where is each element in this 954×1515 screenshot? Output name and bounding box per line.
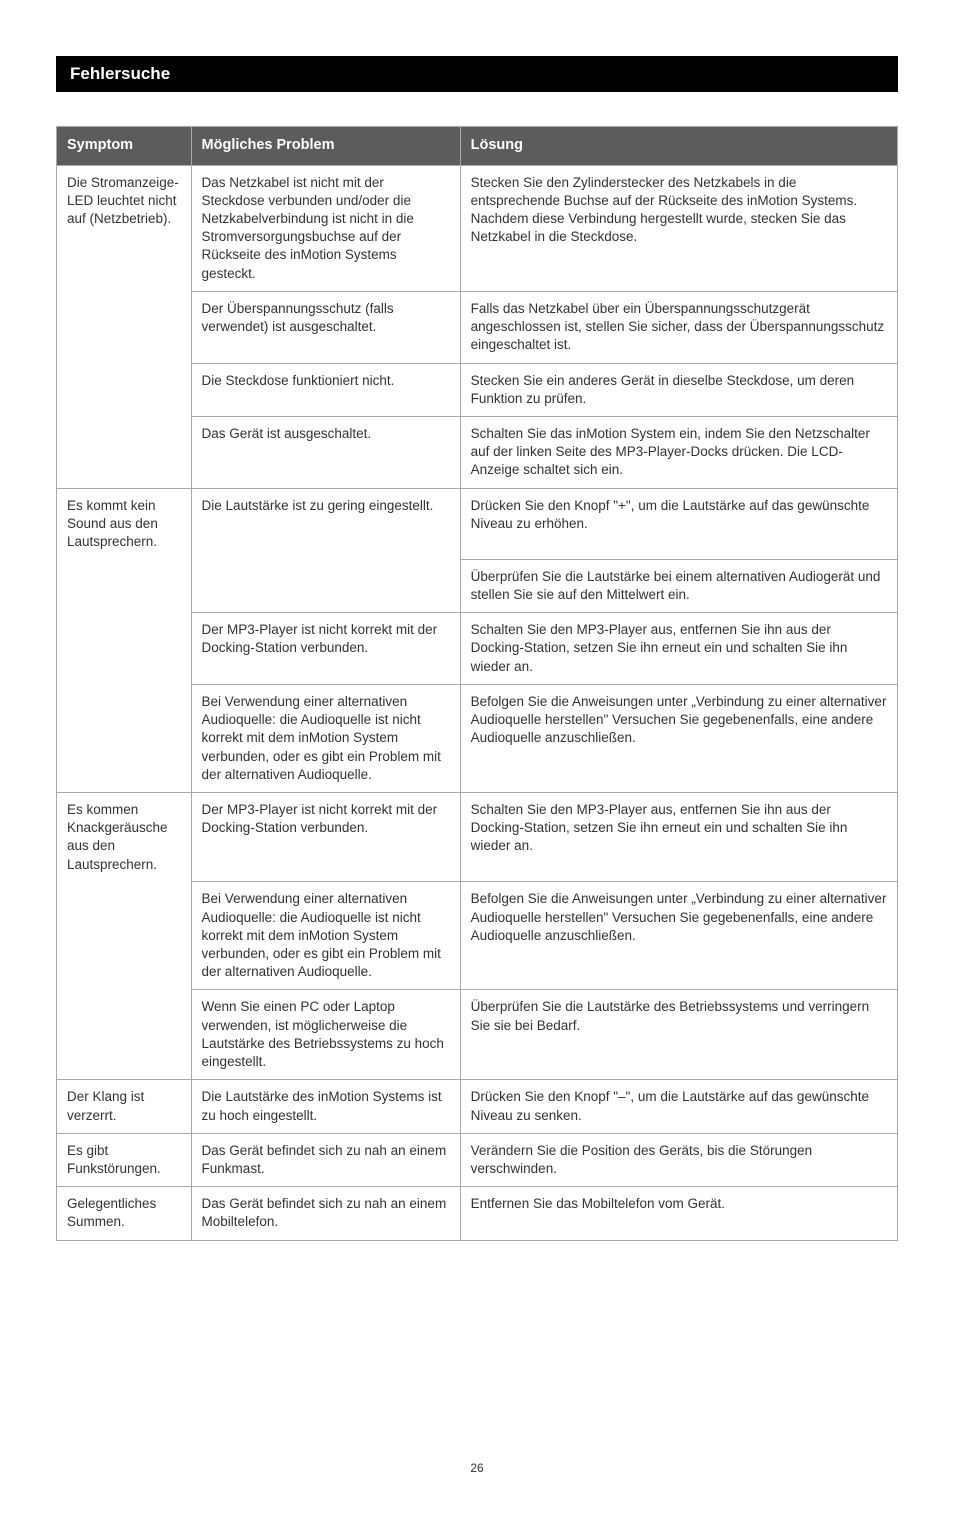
table-row: Überprüfen Sie die Lautstärke bei einem …	[57, 559, 898, 612]
cell-symptom: Gelegentliches Summen.	[57, 1187, 192, 1240]
cell-problem: Bei Verwendung einer alternativen Audioq…	[191, 684, 460, 792]
table-row: Es gibt Funkstörungen.Das Gerät befindet…	[57, 1133, 898, 1186]
cell-problem: Das Gerät ist ausgeschaltet.	[191, 416, 460, 488]
table-row: Bei Verwendung einer alternativen Audioq…	[57, 684, 898, 792]
cell-symptom	[57, 291, 192, 363]
cell-solution: Befolgen Sie die Anweisungen unter „Verb…	[460, 882, 897, 990]
col-header-symptom: Symptom	[57, 127, 192, 166]
cell-solution: Drücken Sie den Knopf "+", um die Lautst…	[460, 488, 897, 559]
cell-problem: Das Gerät befindet sich zu nah an einem …	[191, 1133, 460, 1186]
cell-solution: Schalten Sie den MP3-Player aus, entfern…	[460, 613, 897, 685]
cell-problem: Die Lautstärke ist zu gering eingestellt…	[191, 488, 460, 559]
cell-symptom	[57, 363, 192, 416]
cell-solution: Verändern Sie die Position des Geräts, b…	[460, 1133, 897, 1186]
cell-problem: Das Netzkabel ist nicht mit der Steckdos…	[191, 165, 460, 291]
cell-problem	[191, 559, 460, 612]
cell-solution: Überprüfen Sie die Lautstärke bei einem …	[460, 559, 897, 612]
table-row: Wenn Sie einen PC oder Laptop verwenden,…	[57, 990, 898, 1080]
cell-symptom	[57, 416, 192, 488]
table-row: Der MP3-Player ist nicht korrekt mit der…	[57, 613, 898, 685]
cell-solution: Entfernen Sie das Mobiltelefon vom Gerät…	[460, 1187, 897, 1240]
col-header-solution: Lösung	[460, 127, 897, 166]
cell-problem: Der MP3-Player ist nicht korrekt mit der…	[191, 613, 460, 685]
cell-problem: Die Steckdose funktioniert nicht.	[191, 363, 460, 416]
cell-problem: Der MP3-Player ist nicht korrekt mit der…	[191, 792, 460, 881]
cell-symptom	[57, 559, 192, 612]
cell-solution: Drücken Sie den Knopf "–", um die Lautst…	[460, 1080, 897, 1133]
cell-solution: Falls das Netzkabel über ein Überspannun…	[460, 291, 897, 363]
cell-solution: Befolgen Sie die Anweisungen unter „Verb…	[460, 684, 897, 792]
cell-symptom	[57, 613, 192, 685]
cell-symptom: Der Klang ist verzerrt.	[57, 1080, 192, 1133]
cell-problem: Der Überspannungsschutz (falls verwendet…	[191, 291, 460, 363]
cell-symptom	[57, 684, 192, 792]
col-header-problem: Mögliches Problem	[191, 127, 460, 166]
table-body: Die Stromanzeige-LED leuchtet nicht auf …	[57, 165, 898, 1240]
table-row: Es kommen Knackgeräusche aus den Lautspr…	[57, 792, 898, 881]
table-header-row: Symptom Mögliches Problem Lösung	[57, 127, 898, 166]
table-row: Die Steckdose funktioniert nicht.Stecken…	[57, 363, 898, 416]
cell-problem: Das Gerät befindet sich zu nah an einem …	[191, 1187, 460, 1240]
cell-symptom: Es kommen Knackgeräusche aus den Lautspr…	[57, 792, 192, 881]
page-number: 26	[56, 1461, 898, 1475]
table-row: Der Klang ist verzerrt.Die Lautstärke de…	[57, 1080, 898, 1133]
cell-symptom: Es kommt kein Sound aus den Lautsprecher…	[57, 488, 192, 559]
cell-solution: Überprüfen Sie die Lautstärke des Betrie…	[460, 990, 897, 1080]
cell-problem: Bei Verwendung einer alternativen Audioq…	[191, 882, 460, 990]
cell-symptom	[57, 990, 192, 1080]
table-row: Das Gerät ist ausgeschaltet.Schalten Sie…	[57, 416, 898, 488]
cell-symptom	[57, 882, 192, 990]
table-row: Bei Verwendung einer alternativen Audioq…	[57, 882, 898, 990]
table-row: Gelegentliches Summen.Das Gerät befindet…	[57, 1187, 898, 1240]
cell-solution: Schalten Sie das inMotion System ein, in…	[460, 416, 897, 488]
cell-problem: Die Lautstärke des inMotion Systems ist …	[191, 1080, 460, 1133]
cell-solution: Stecken Sie den Zylinderstecker des Netz…	[460, 165, 897, 291]
table-row: Die Stromanzeige-LED leuchtet nicht auf …	[57, 165, 898, 291]
cell-symptom: Die Stromanzeige-LED leuchtet nicht auf …	[57, 165, 192, 291]
cell-solution: Stecken Sie ein anderes Gerät in dieselb…	[460, 363, 897, 416]
table-row: Es kommt kein Sound aus den Lautsprecher…	[57, 488, 898, 559]
troubleshooting-table: Symptom Mögliches Problem Lösung Die Str…	[56, 126, 898, 1241]
cell-solution: Schalten Sie den MP3-Player aus, entfern…	[460, 792, 897, 881]
cell-problem: Wenn Sie einen PC oder Laptop verwenden,…	[191, 990, 460, 1080]
table-row: Der Überspannungsschutz (falls verwendet…	[57, 291, 898, 363]
section-title-bar: Fehlersuche	[56, 56, 898, 92]
cell-symptom: Es gibt Funkstörungen.	[57, 1133, 192, 1186]
